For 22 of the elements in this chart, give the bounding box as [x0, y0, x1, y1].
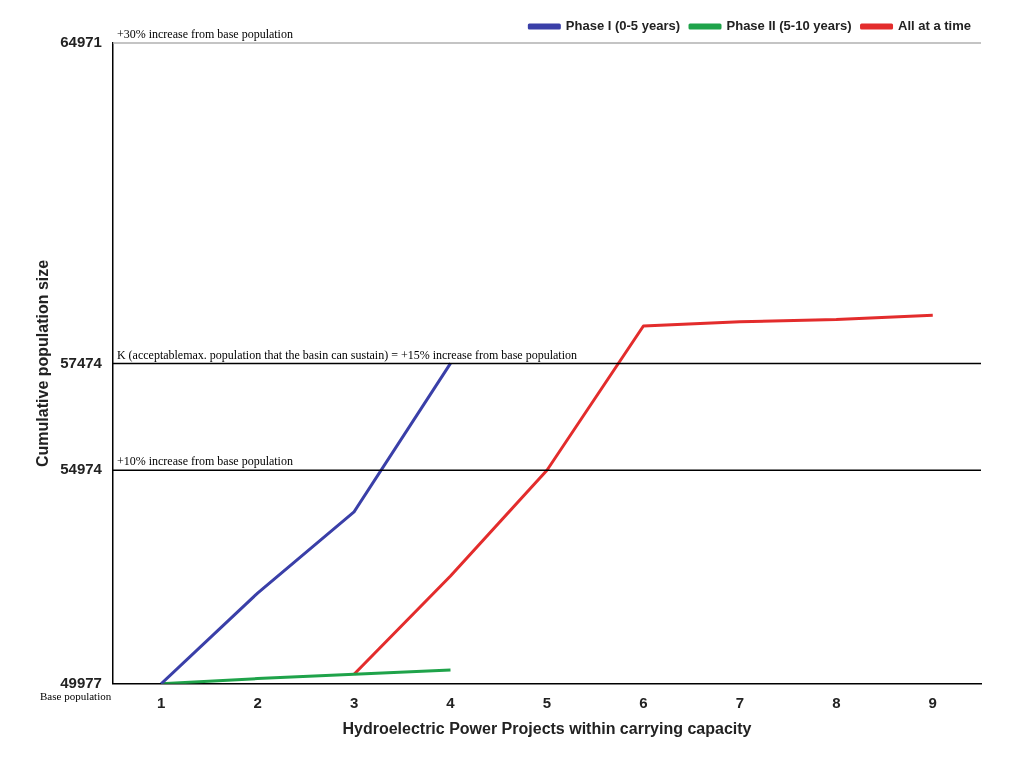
y-tick-label: 57474: [60, 353, 103, 371]
y-tick-label: 49977: [60, 673, 102, 691]
y-axis-title: Cumulative population size: [34, 259, 52, 467]
x-tick-label: 5: [542, 693, 552, 711]
x-tick-label: 4: [446, 693, 456, 711]
x-tick-label: 9: [928, 693, 937, 711]
y-tick-label: 64971: [60, 33, 102, 51]
ref-line-label: +10% increase from base population: [116, 454, 293, 469]
x-tick-label: 3: [349, 693, 359, 711]
y-tick-label: 54974: [60, 460, 103, 478]
x-tick-label: 7: [735, 693, 745, 711]
x-axis-title: Hydroelectric Power Projects within carrying capacity: [342, 719, 752, 737]
x-tick-label: 6: [639, 693, 648, 711]
ref-line-label: K (acceptablemax. population that the basin can sustain) = +15% increase from base population: [116, 347, 577, 362]
x-tick-label: 8: [832, 693, 841, 711]
legend-label: Phase I (0-5 years): [565, 18, 681, 34]
legend-label: Phase II (5-10 years): [726, 18, 852, 34]
legend-label: All at a time: [898, 18, 971, 34]
text: Base population: [40, 690, 112, 702]
ref-line-label: +30% increase from base population: [116, 27, 293, 42]
x-tick-label: 2: [253, 693, 262, 711]
x-tick-label: 1: [156, 693, 166, 711]
